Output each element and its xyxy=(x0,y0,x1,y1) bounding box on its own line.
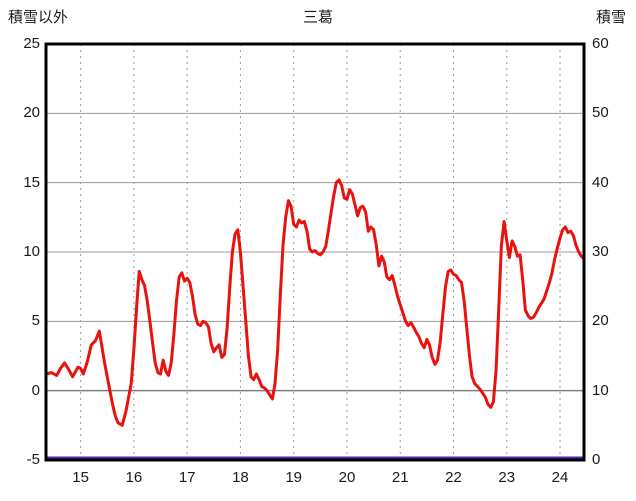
left-axis-label: 積雪以外 xyxy=(8,9,69,26)
x-axis-tick: 21 xyxy=(391,469,409,486)
x-axis-tick: 17 xyxy=(178,469,196,486)
plot-border xyxy=(44,42,586,462)
right-axis-tick: 60 xyxy=(592,35,609,52)
left-axis-tick: 0 xyxy=(31,381,40,399)
left-axis-tick: 10 xyxy=(23,243,40,260)
x-axis-tick: 22 xyxy=(445,469,462,486)
left-axis-tick: -5 xyxy=(26,451,40,468)
left-axis-tick: 5 xyxy=(31,312,40,330)
series-line-積雪以外 xyxy=(44,178,586,427)
left-axis-tick: 20 xyxy=(23,104,40,122)
right-axis-label: 積雪 xyxy=(595,9,626,26)
right-axis-tick: 20 xyxy=(592,312,609,330)
right-axis-tick: 10 xyxy=(592,381,609,399)
chart-title: 三葛 xyxy=(302,9,333,26)
x-axis-tick: 23 xyxy=(498,469,516,486)
right-axis-tick: 50 xyxy=(592,104,609,122)
x-axis-tick: 15 xyxy=(72,469,89,486)
x-axis-tick: 19 xyxy=(285,469,303,486)
x-axis-tick: 18 xyxy=(232,469,249,486)
x-axis-tick: 20 xyxy=(338,469,356,486)
left-axis-tick: 15 xyxy=(23,173,40,191)
right-axis-tick: 30 xyxy=(592,243,609,260)
x-axis-tick: 16 xyxy=(125,469,143,486)
right-axis-tick: 0 xyxy=(592,451,601,468)
x-axis-tick: 24 xyxy=(551,469,569,486)
left-axis-tick: 25 xyxy=(23,35,40,52)
right-axis-tick: 40 xyxy=(592,173,609,191)
